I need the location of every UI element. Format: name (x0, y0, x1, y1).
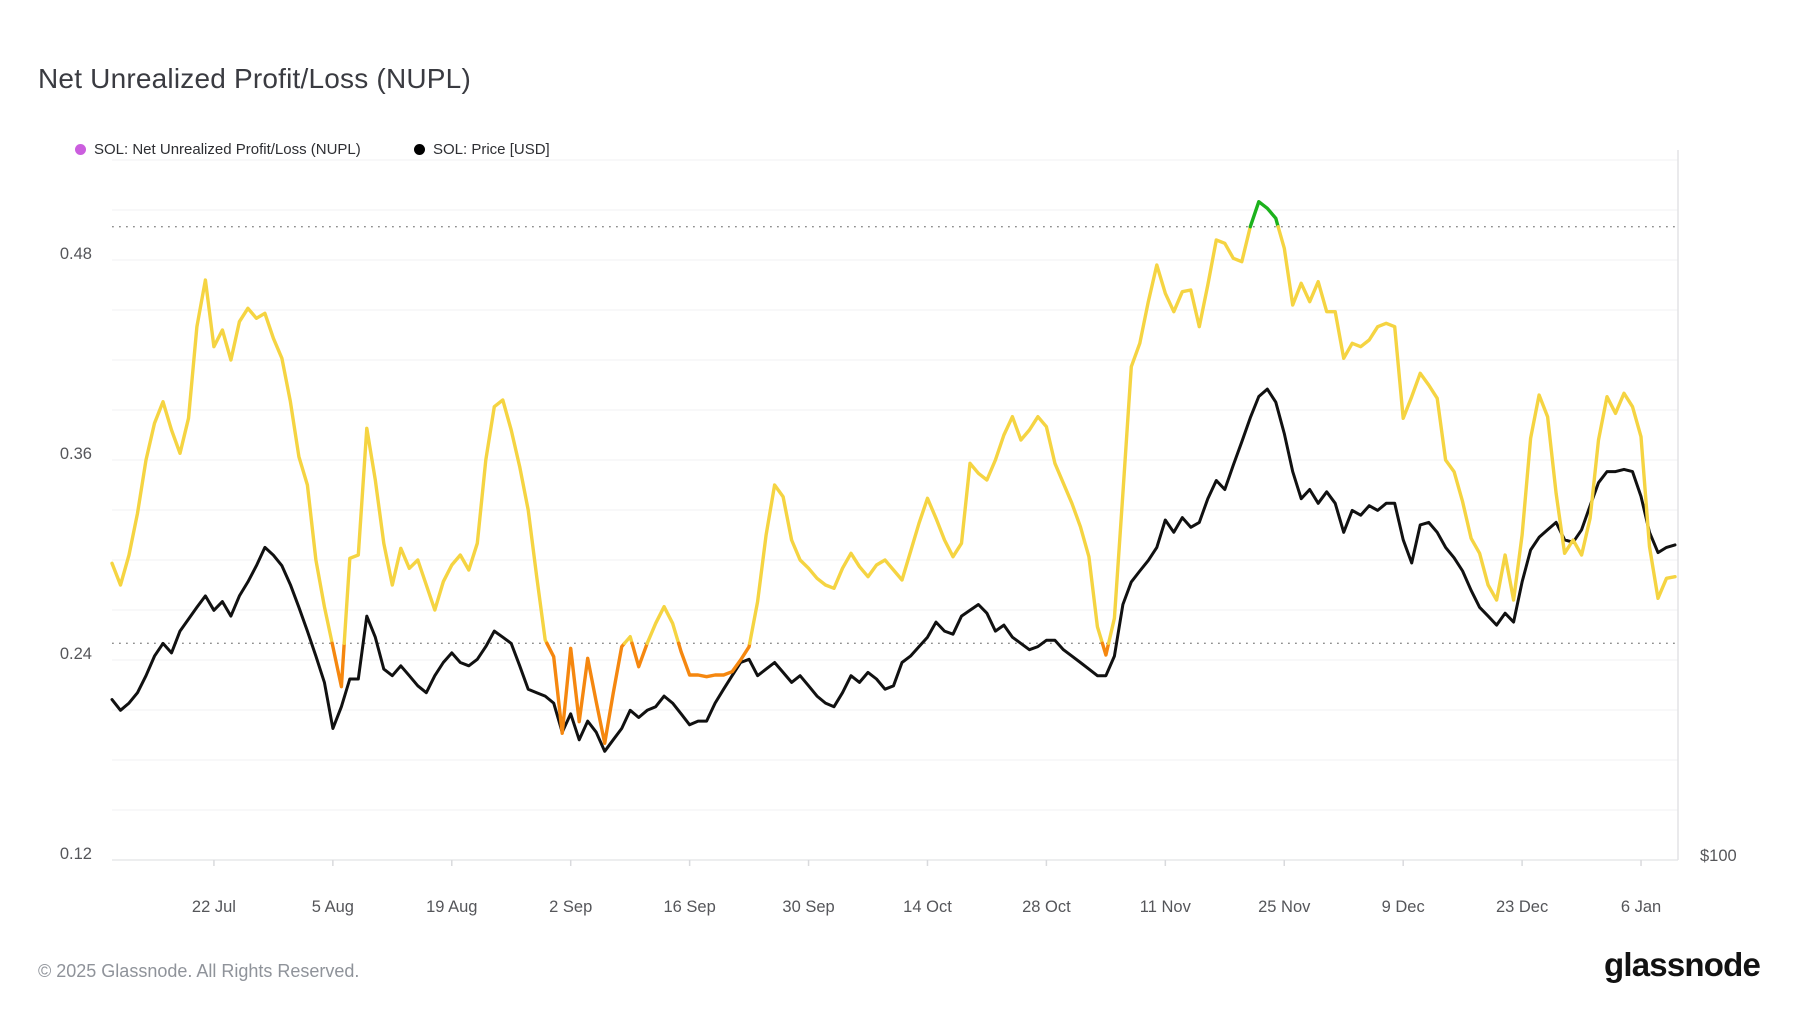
price-series-dot-icon (414, 144, 425, 155)
y-axis-label: 0.12 (60, 845, 92, 863)
nupl-line-segment (645, 605, 681, 645)
x-axis-label: 25 Nov (1258, 898, 1311, 916)
glassnode-logo[interactable]: glassnode (1603, 946, 1761, 983)
page-title: Net Unrealized Profit/Loss (NUPL) (38, 62, 471, 94)
y-axis-label: 0.48 (60, 245, 92, 263)
x-axis-label: 22 Jul (192, 898, 236, 916)
x-axis-label: 6 Jan (1621, 898, 1661, 916)
legend-item-nupl[interactable]: SOL: Net Unrealized Profit/Loss (NUPL) (75, 141, 361, 158)
chart-legend: SOL: Net Unrealized Profit/Loss (NUPL) S… (0, 141, 1800, 159)
x-axis-label: 19 Aug (426, 898, 477, 916)
nupl-line-segment (1100, 641, 1111, 657)
nupl-line-segment (330, 641, 346, 689)
nupl-line-segment (748, 415, 1105, 645)
nupl-line-segment (1248, 200, 1280, 229)
y-axis-label: 0.36 (60, 445, 92, 463)
nupl-line-segment (110, 278, 334, 645)
x-axis-label: 14 Oct (903, 898, 952, 916)
nupl-line-segment (545, 641, 627, 745)
nupl-line-segment (676, 641, 752, 679)
y-axis-label: 0.24 (60, 645, 92, 663)
x-axis-label: 11 Nov (1140, 898, 1192, 916)
nupl-line-segment (342, 398, 549, 645)
x-axis-label: 9 Dec (1382, 898, 1425, 916)
x-axis-label: 23 Dec (1496, 898, 1548, 916)
x-axis-label: 28 Oct (1022, 898, 1071, 916)
legend-label-nupl: SOL: Net Unrealized Profit/Loss (NUPL) (94, 141, 361, 158)
legend-item-price[interactable]: SOL: Price [USD] (414, 141, 550, 158)
x-axis-label: 5 Aug (312, 898, 354, 916)
nupl-series-dot-icon (75, 144, 86, 155)
x-axis-label: 2 Sep (549, 898, 592, 916)
y-right-axis-label: $100 (1700, 847, 1737, 865)
x-axis-label: 16 Sep (663, 898, 715, 916)
legend-label-price: SOL: Price [USD] (433, 141, 550, 158)
nupl-line-segment (1106, 225, 1252, 645)
nupl-line-segment (630, 641, 649, 669)
nupl-line-segment (622, 635, 634, 645)
x-axis-label: 30 Sep (782, 898, 834, 916)
copyright-text: © 2025 Glassnode. All Rights Reserved. (38, 961, 360, 981)
nupl-line-segment (1276, 225, 1677, 602)
price-line (110, 387, 1677, 753)
